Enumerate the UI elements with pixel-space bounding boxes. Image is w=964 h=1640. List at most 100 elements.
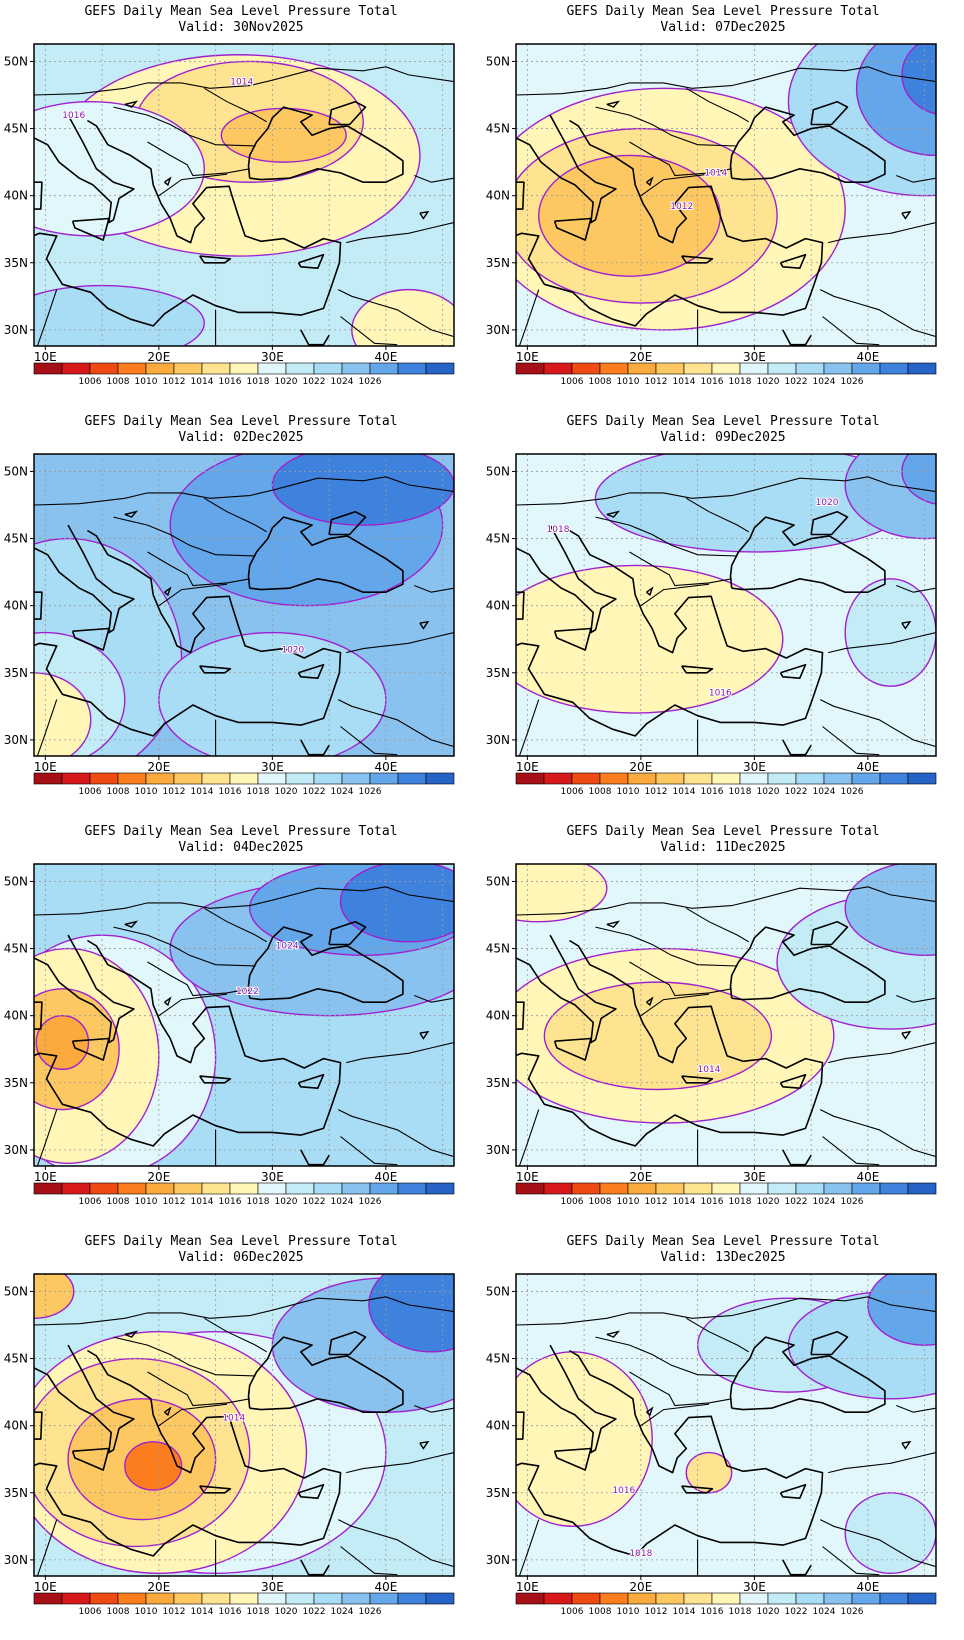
latitude-tick-label: 40N	[4, 1419, 28, 1433]
colorbar-swatch	[341, 362, 371, 375]
colorbar-swatch	[683, 1592, 713, 1605]
coastline	[516, 939, 824, 1147]
colorbar-swatch	[795, 772, 825, 785]
isobar-region	[124, 1441, 183, 1491]
country-border	[828, 1451, 936, 1474]
colorbar-label: 1020	[757, 1197, 780, 1207]
colorbar-label: 1012	[163, 1197, 186, 1207]
colorbar-swatch	[61, 1182, 91, 1195]
coastline	[34, 1411, 43, 1440]
colorbar-swatch	[627, 1592, 657, 1605]
colorbar-swatch	[543, 1592, 573, 1605]
map-title-text: GEFS Daily Mean Sea Level Pressure Total	[566, 1234, 880, 1249]
colorbar-swatch	[795, 1592, 825, 1605]
isobar-region	[339, 864, 454, 943]
colorbar-swatch	[369, 772, 399, 785]
colorbar-label: 1018	[247, 377, 270, 387]
colorbar-label: 1010	[617, 787, 640, 797]
latitude-tick-label: 35N	[486, 1486, 510, 1500]
map-panel: 1024 1022 50N 45N 40N 35N 30N 10E 20E 30E 40E 1006 1…	[0, 820, 482, 1230]
colorbar-label: 1020	[275, 1197, 298, 1207]
colorbar-label: 1026	[841, 377, 864, 387]
colorbar-label: 1026	[841, 1197, 864, 1207]
colorbar-swatch	[425, 1592, 455, 1605]
longitude-tick-label: 10E	[34, 1580, 57, 1594]
country-border	[686, 907, 749, 943]
colorbar-label: 1010	[135, 787, 158, 797]
country-border	[204, 1317, 267, 1353]
colorbar-swatch	[145, 362, 175, 375]
country-border	[414, 174, 454, 183]
isobar-region	[220, 107, 347, 163]
country-border	[822, 1546, 880, 1576]
colorbar-label: 1008	[107, 1197, 130, 1207]
country-border	[629, 961, 732, 997]
lake-outline	[164, 1406, 172, 1417]
colorbar-swatch	[145, 1182, 175, 1195]
colorbar-label: 1014	[673, 787, 696, 797]
colorbar-label: 1026	[359, 787, 382, 797]
colorbar-swatch	[173, 1592, 203, 1605]
isobar-label: 1018	[629, 1549, 652, 1559]
colorbar-label: 1008	[107, 1607, 130, 1617]
colorbar-label: 1014	[673, 1607, 696, 1617]
colorbar-label: 1010	[135, 377, 158, 387]
colorbar-swatch	[425, 1182, 455, 1195]
map-panel: 1016 1014 50N 45N 40N 35N 30N 10E 20E 30E 40E 1006 1…	[0, 0, 482, 410]
colorbar-swatch	[201, 772, 231, 785]
latitude-tick-label: 50N	[4, 1284, 28, 1298]
colorbar-swatch	[61, 1592, 91, 1605]
colorbar-swatch	[89, 362, 119, 375]
colorbar-swatch	[341, 1182, 371, 1195]
colorbar-swatch	[571, 1182, 601, 1195]
colorbar-swatch	[795, 1182, 825, 1195]
isobar-label: 1020	[816, 498, 839, 508]
coastline	[199, 665, 232, 674]
lake-outline	[124, 1330, 139, 1338]
colorbar-swatch	[285, 362, 315, 375]
latitude-tick-label: 50N	[486, 874, 510, 888]
colorbar: 1006 1008 1010 1012 1014 1016 1018 1020 1022 1024…	[515, 362, 937, 387]
isobar-label: 1020	[281, 646, 304, 656]
colorbar-label: 1012	[645, 377, 668, 387]
colorbar: 1006 1008 1010 1012 1014 1016 1018 1020 1022 1024…	[33, 1592, 455, 1617]
lake-outline	[419, 620, 430, 630]
colorbar-swatch	[739, 1592, 769, 1605]
colorbar-swatch	[739, 362, 769, 375]
colorbar-swatch	[851, 1182, 881, 1195]
isobar-region	[516, 864, 608, 923]
colorbar-label: 1016	[701, 1607, 724, 1617]
isobar-region	[538, 154, 722, 277]
coastline	[516, 1344, 617, 1454]
colorbar-label: 1012	[163, 787, 186, 797]
longitude-tick-label: 40E	[374, 760, 397, 774]
latitude-tick-label: 30N	[486, 1553, 510, 1567]
lake-outline	[164, 996, 172, 1007]
colorbar-label: 1008	[589, 1607, 612, 1617]
colorbar-swatch	[229, 1592, 259, 1605]
longitude-tick-label: 30E	[261, 1170, 284, 1184]
colorbar-swatch	[285, 1592, 315, 1605]
country-border	[337, 699, 454, 748]
colorbar-swatch	[341, 1592, 371, 1605]
isobar-label: 1018	[547, 525, 570, 535]
colorbar-swatch	[229, 362, 259, 375]
coastline	[199, 255, 232, 264]
colorbar-label: 1022	[303, 1197, 326, 1207]
colorbar-swatch	[711, 772, 741, 785]
colorbar-swatch	[571, 362, 601, 375]
colorbar-swatch	[795, 362, 825, 375]
lake-outline	[164, 586, 172, 597]
coastline	[681, 1485, 714, 1494]
colorbar-swatch	[739, 772, 769, 785]
country-border	[828, 1041, 936, 1064]
country-border	[34, 66, 454, 96]
valid-date: Valid: 09Dec2025	[660, 430, 786, 445]
colorbar: 1006 1008 1010 1012 1014 1016 1018 1020 1022 1024…	[33, 362, 455, 387]
lake-outline	[646, 586, 654, 597]
colorbar-label: 1020	[275, 377, 298, 387]
country-border	[36, 1519, 58, 1576]
colorbar-label: 1022	[303, 377, 326, 387]
